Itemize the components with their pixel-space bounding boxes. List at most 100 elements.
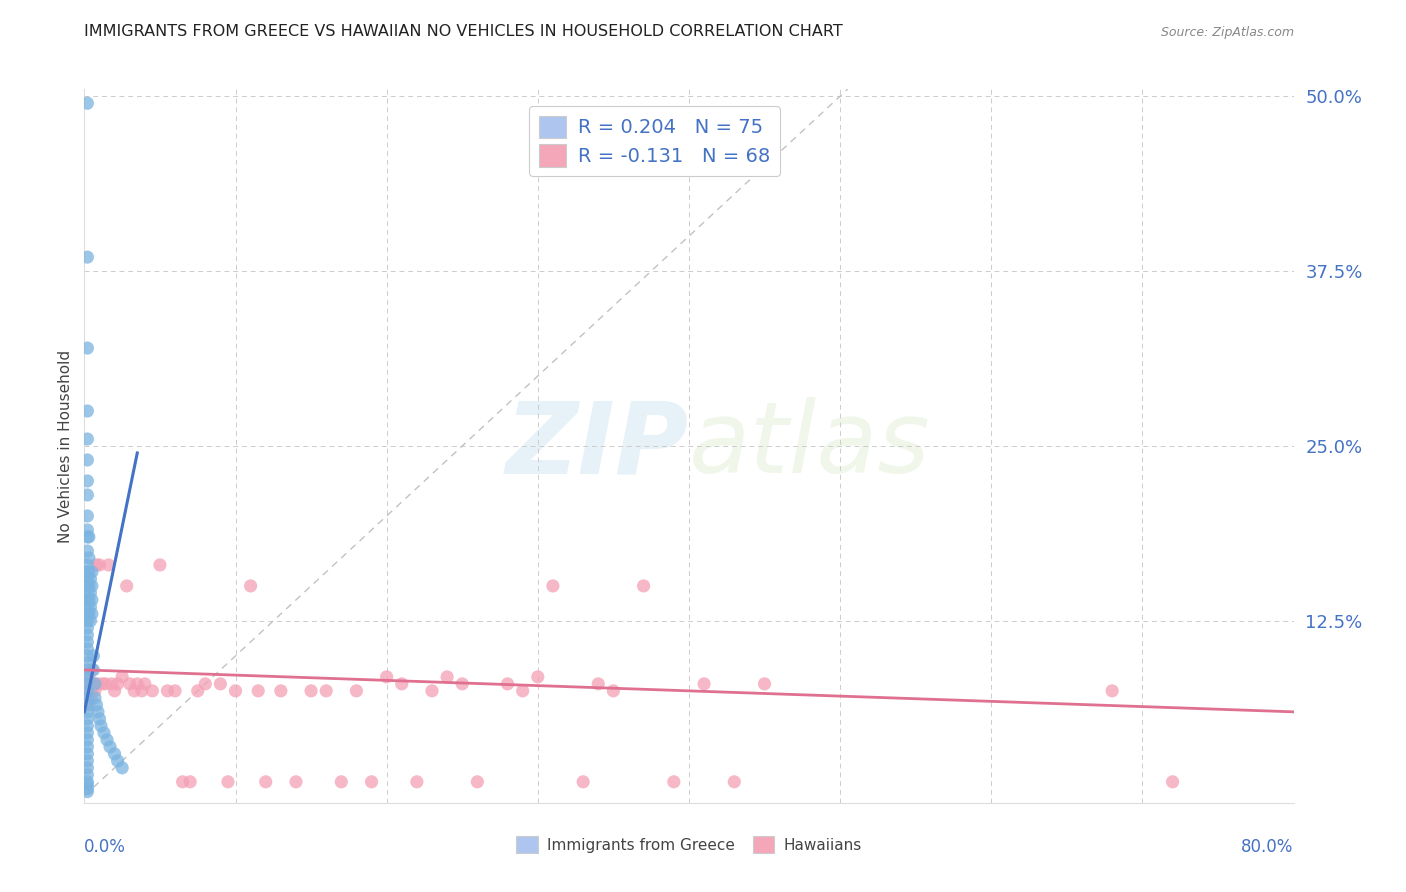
Point bbox=[76, 684, 98, 698]
Point bbox=[633, 579, 655, 593]
Point bbox=[76, 572, 98, 586]
Point bbox=[1101, 684, 1123, 698]
Text: ZIP: ZIP bbox=[506, 398, 689, 494]
Point bbox=[77, 530, 100, 544]
Point bbox=[76, 698, 98, 712]
Point bbox=[172, 774, 194, 789]
Point bbox=[602, 684, 624, 698]
Point bbox=[76, 544, 98, 558]
Point bbox=[77, 607, 100, 621]
Point bbox=[76, 670, 98, 684]
Point bbox=[86, 558, 108, 572]
Point bbox=[76, 488, 98, 502]
Point bbox=[76, 523, 98, 537]
Point bbox=[76, 579, 98, 593]
Point bbox=[76, 641, 98, 656]
Point bbox=[89, 558, 111, 572]
Point bbox=[588, 677, 610, 691]
Point bbox=[96, 732, 118, 747]
Point bbox=[217, 774, 239, 789]
Point bbox=[165, 684, 187, 698]
Point bbox=[127, 677, 149, 691]
Point bbox=[134, 677, 156, 691]
Point bbox=[693, 677, 716, 691]
Point bbox=[76, 732, 98, 747]
Point bbox=[77, 593, 100, 607]
Point bbox=[76, 747, 98, 761]
Point bbox=[156, 684, 179, 698]
Point bbox=[91, 677, 114, 691]
Point bbox=[436, 670, 458, 684]
Point bbox=[76, 635, 98, 649]
Point bbox=[754, 677, 776, 691]
Point bbox=[90, 719, 112, 733]
Point bbox=[76, 663, 98, 677]
Point bbox=[82, 663, 104, 677]
Text: atlas: atlas bbox=[689, 398, 931, 494]
Point bbox=[209, 677, 232, 691]
Point bbox=[77, 670, 100, 684]
Point bbox=[76, 404, 98, 418]
Point bbox=[76, 599, 98, 614]
Point bbox=[82, 648, 104, 663]
Point bbox=[76, 341, 98, 355]
Point bbox=[76, 781, 98, 796]
Point bbox=[115, 579, 138, 593]
Point bbox=[82, 677, 104, 691]
Point bbox=[194, 677, 217, 691]
Point bbox=[80, 684, 103, 698]
Point bbox=[80, 607, 103, 621]
Point bbox=[76, 432, 98, 446]
Point bbox=[239, 579, 262, 593]
Point bbox=[375, 670, 398, 684]
Point bbox=[79, 677, 101, 691]
Point bbox=[76, 96, 98, 111]
Point bbox=[76, 705, 98, 719]
Point bbox=[76, 656, 98, 670]
Point bbox=[76, 726, 98, 740]
Point bbox=[122, 684, 145, 698]
Point bbox=[420, 684, 443, 698]
Text: IMMIGRANTS FROM GREECE VS HAWAIIAN NO VEHICLES IN HOUSEHOLD CORRELATION CHART: IMMIGRANTS FROM GREECE VS HAWAIIAN NO VE… bbox=[84, 24, 844, 39]
Point bbox=[496, 677, 519, 691]
Point bbox=[87, 677, 110, 691]
Point bbox=[76, 774, 98, 789]
Point bbox=[76, 784, 98, 798]
Point bbox=[254, 774, 277, 789]
Point bbox=[451, 677, 474, 691]
Point bbox=[76, 621, 98, 635]
Point bbox=[80, 593, 103, 607]
Text: 80.0%: 80.0% bbox=[1241, 838, 1294, 856]
Point bbox=[76, 508, 98, 523]
Point bbox=[104, 684, 127, 698]
Text: Source: ZipAtlas.com: Source: ZipAtlas.com bbox=[1160, 26, 1294, 39]
Point bbox=[467, 774, 489, 789]
Point bbox=[527, 670, 550, 684]
Point bbox=[149, 558, 172, 572]
Point bbox=[80, 663, 103, 677]
Point bbox=[111, 761, 134, 775]
Point bbox=[80, 579, 103, 593]
Point bbox=[723, 774, 745, 789]
Point bbox=[77, 565, 100, 579]
Point bbox=[111, 670, 134, 684]
Point bbox=[315, 684, 337, 698]
Point bbox=[76, 474, 98, 488]
Point bbox=[76, 670, 98, 684]
Point bbox=[225, 684, 247, 698]
Point bbox=[141, 684, 163, 698]
Point bbox=[79, 572, 101, 586]
Point bbox=[76, 778, 98, 792]
Point bbox=[270, 684, 292, 698]
Point bbox=[76, 558, 98, 572]
Point bbox=[76, 628, 98, 642]
Point bbox=[179, 774, 201, 789]
Point bbox=[391, 677, 413, 691]
Point bbox=[118, 677, 141, 691]
Point bbox=[77, 579, 100, 593]
Point bbox=[285, 774, 308, 789]
Point bbox=[84, 690, 107, 705]
Point bbox=[87, 705, 110, 719]
Point bbox=[76, 614, 98, 628]
Point bbox=[79, 599, 101, 614]
